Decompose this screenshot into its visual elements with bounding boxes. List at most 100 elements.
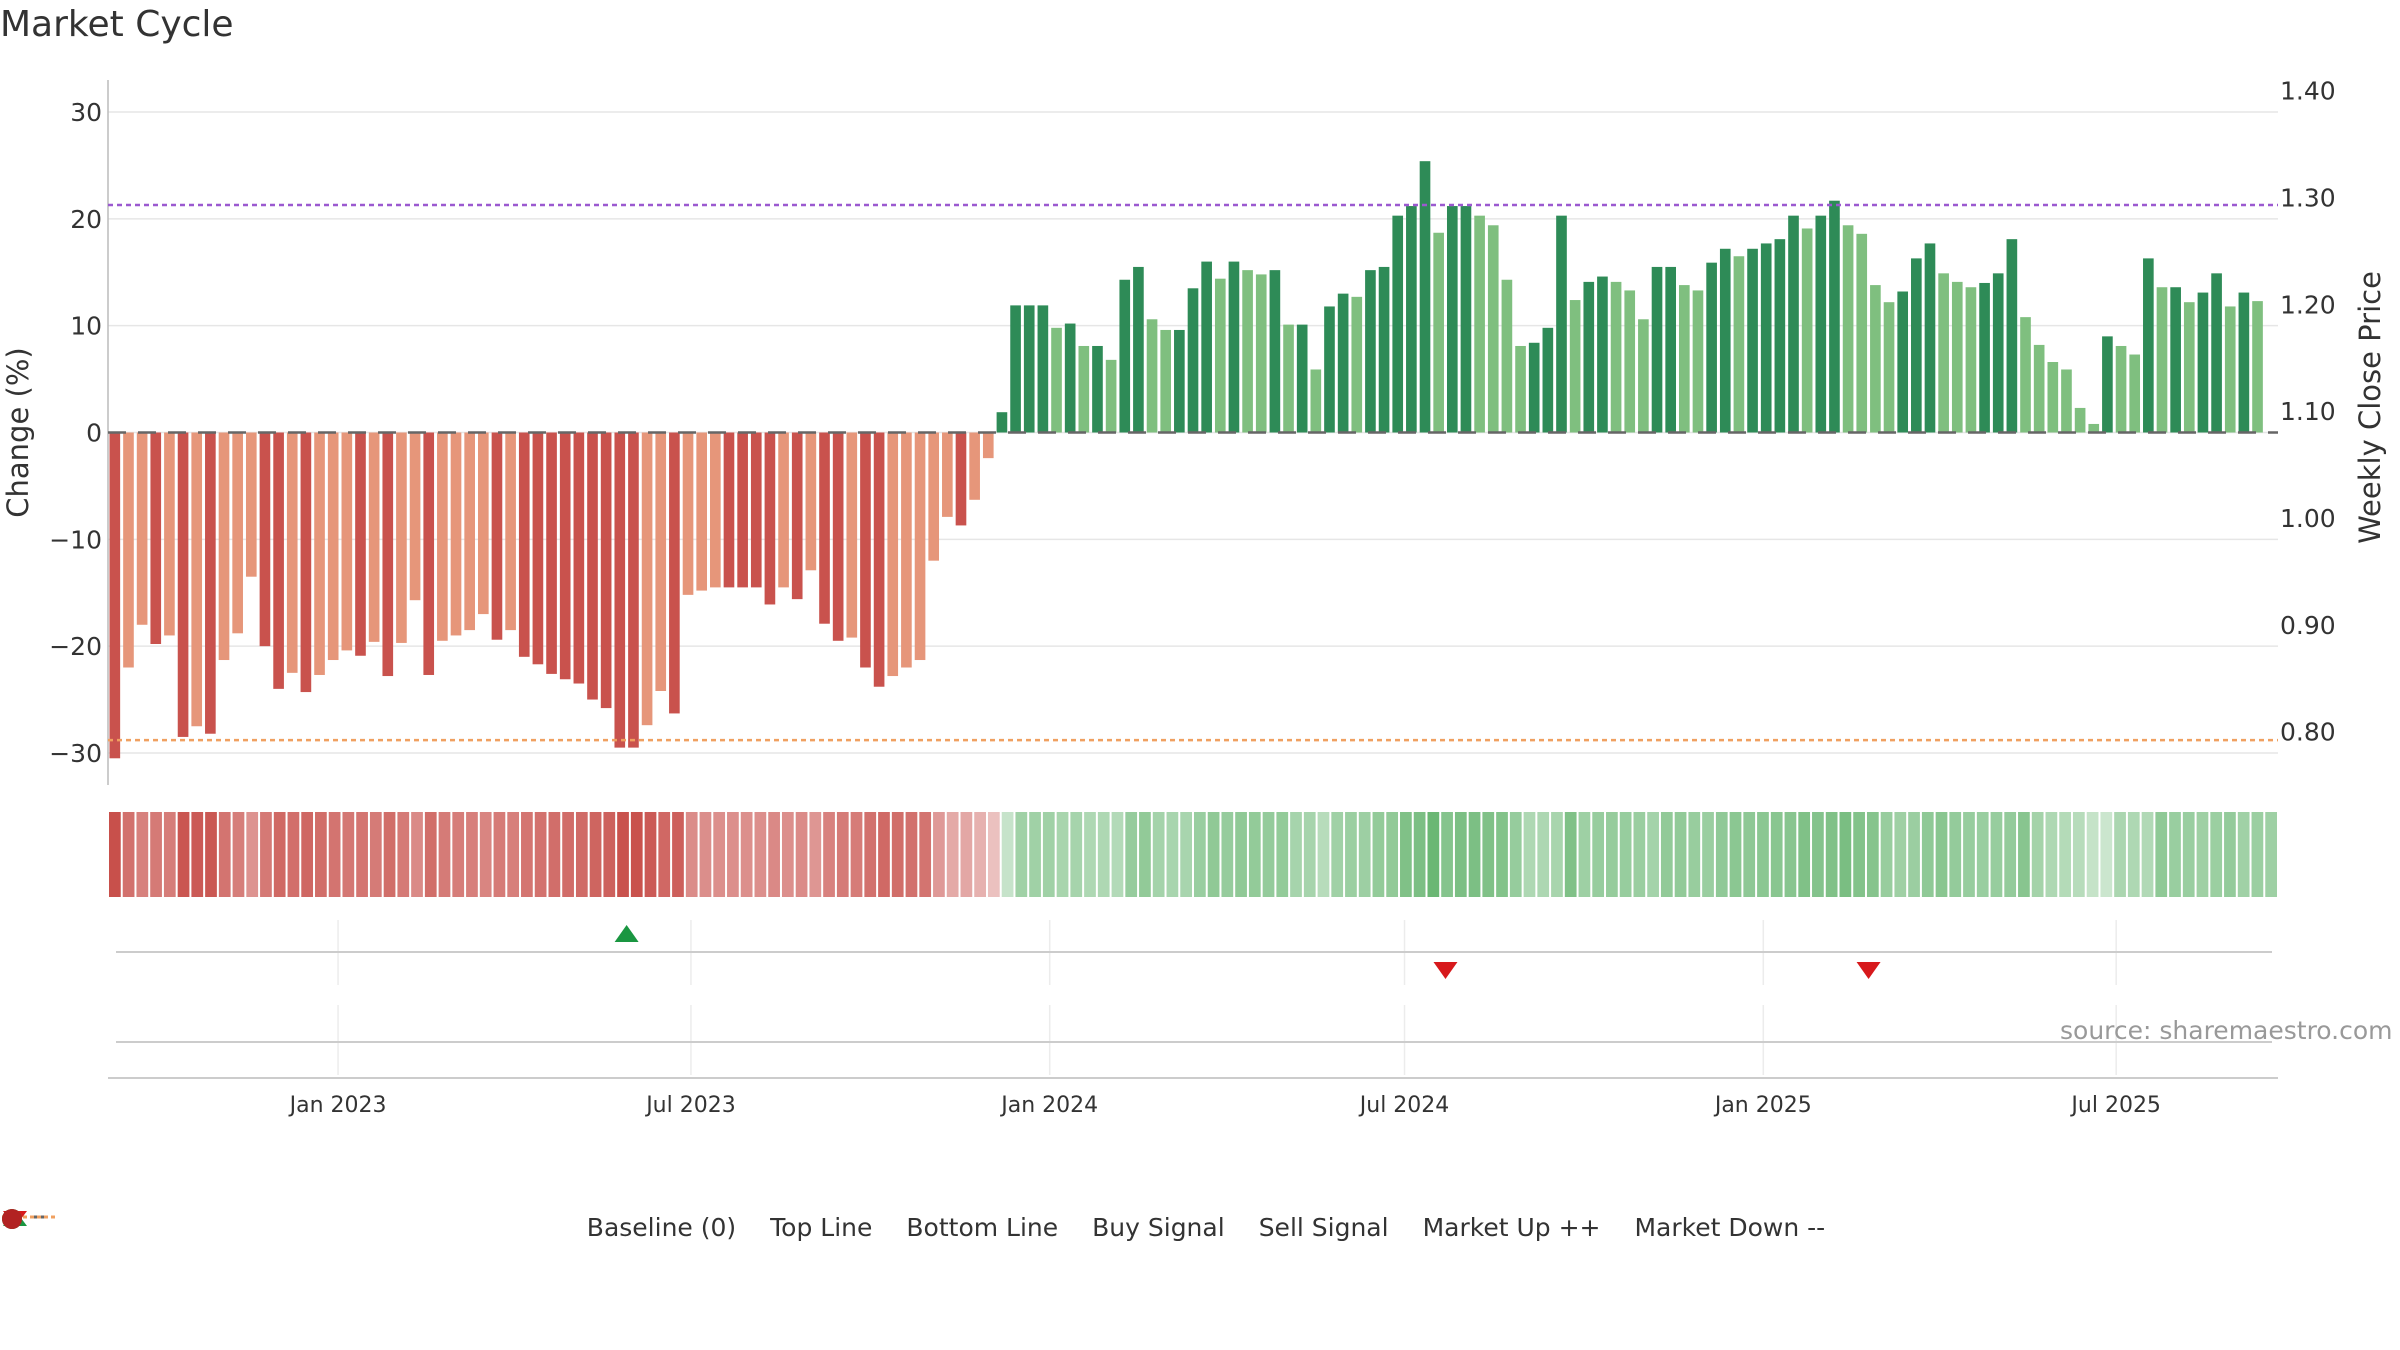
bar xyxy=(477,432,489,615)
heat-cell xyxy=(136,812,149,897)
y-tick-label: 10 xyxy=(70,312,102,341)
bar xyxy=(996,412,1008,433)
bar xyxy=(464,432,475,631)
heat-cell xyxy=(2031,812,2044,897)
heat-cell xyxy=(672,812,684,897)
bar xyxy=(1037,305,1049,433)
bar xyxy=(873,432,885,687)
heat-cell xyxy=(205,812,217,897)
legend-label: Buy Signal xyxy=(1092,1212,1225,1242)
heat-cell xyxy=(1496,812,1508,897)
heat-cell xyxy=(1908,812,1920,897)
bar xyxy=(1146,319,1158,433)
heat-cell xyxy=(1413,812,1426,897)
heat-cell xyxy=(1056,812,1069,897)
heat-cell xyxy=(1592,812,1605,897)
heat-cell xyxy=(823,812,835,897)
heat-cell xyxy=(1358,812,1371,897)
y2-tick-label: 1.30 xyxy=(2280,184,2336,213)
bar xyxy=(669,432,680,714)
bar xyxy=(1733,256,1745,433)
heat-cell xyxy=(1660,812,1673,897)
heat-cell xyxy=(1166,812,1179,897)
x-tick-label: Jul 2023 xyxy=(644,1093,736,1118)
bar xyxy=(628,432,639,748)
legend-sell-signal: Sell Signal xyxy=(3,1211,1389,1242)
bar xyxy=(1979,282,1990,433)
heat-cell xyxy=(1647,812,1659,897)
bar xyxy=(1706,262,1717,433)
heat-cell xyxy=(713,812,726,897)
heat-cell xyxy=(438,812,451,897)
bar xyxy=(355,432,366,656)
heat-cell xyxy=(2155,812,2168,897)
heat-cell xyxy=(1990,812,2003,897)
heat-cell xyxy=(1345,812,1357,897)
bar xyxy=(682,432,694,595)
bar xyxy=(273,432,284,689)
bar xyxy=(2156,287,2168,433)
legend-label: Market Down -- xyxy=(1634,1212,1826,1242)
heat-cell xyxy=(411,812,423,897)
heat-cell xyxy=(548,812,561,897)
heat-cell xyxy=(1619,812,1632,897)
bar xyxy=(368,432,380,642)
heat-cell xyxy=(630,812,643,897)
bar xyxy=(164,432,175,636)
bar xyxy=(259,432,271,647)
bar xyxy=(969,432,980,500)
bar xyxy=(1228,261,1240,433)
heat-cell xyxy=(562,812,574,897)
bar xyxy=(2211,273,2222,433)
heat-cell xyxy=(328,812,341,897)
bar xyxy=(1078,345,1090,433)
bar xyxy=(696,432,708,591)
heat-cell xyxy=(836,812,849,897)
heat-cell xyxy=(1880,812,1893,897)
heat-cell xyxy=(933,812,945,897)
bar xyxy=(1051,327,1062,433)
bar xyxy=(1023,305,1035,433)
heat-cell xyxy=(1729,812,1742,897)
heat-cell xyxy=(603,812,616,897)
bar xyxy=(2020,317,2031,433)
bar xyxy=(1678,285,1690,433)
heat-cell xyxy=(1386,812,1399,897)
heat-cell xyxy=(1221,812,1234,897)
chart-legend: Baseline (0) Top Line Bottom Line Buy Signa… xyxy=(0,1207,2400,1247)
heat-cell xyxy=(2059,812,2071,897)
heat-cell xyxy=(974,812,986,897)
heat-cell xyxy=(1537,812,1550,897)
bar xyxy=(2170,287,2181,433)
bar xyxy=(1897,291,1909,433)
heat-cell xyxy=(1111,812,1124,897)
heat-cell xyxy=(1633,812,1646,897)
heat-cell xyxy=(150,812,162,897)
x-tick-label: Jan 2024 xyxy=(999,1093,1098,1118)
bar xyxy=(191,432,203,727)
heat-cell xyxy=(946,812,959,897)
bar xyxy=(1569,300,1581,433)
y2-tick-label: 1.40 xyxy=(2280,77,2336,106)
heat-cell xyxy=(1482,812,1495,897)
bar xyxy=(546,432,557,674)
heat-cell xyxy=(1949,812,1962,897)
heat-cell xyxy=(2182,812,2195,897)
heat-cell xyxy=(260,812,272,897)
bar xyxy=(846,432,858,638)
bar xyxy=(1474,215,1485,433)
bar xyxy=(1788,215,1799,433)
bar xyxy=(587,432,598,700)
heat-cell xyxy=(122,812,135,897)
heat-cell xyxy=(960,812,973,897)
heat-cell xyxy=(466,812,478,897)
y2-axis-label: Weekly Close Price xyxy=(2353,271,2387,544)
heat-cell xyxy=(1097,812,1110,897)
bar xyxy=(1556,215,1567,433)
bar xyxy=(1242,270,1253,433)
bar xyxy=(1433,232,1444,433)
heat-cell xyxy=(191,812,204,897)
heat-cell xyxy=(232,812,245,897)
heat-cell xyxy=(1578,812,1591,897)
